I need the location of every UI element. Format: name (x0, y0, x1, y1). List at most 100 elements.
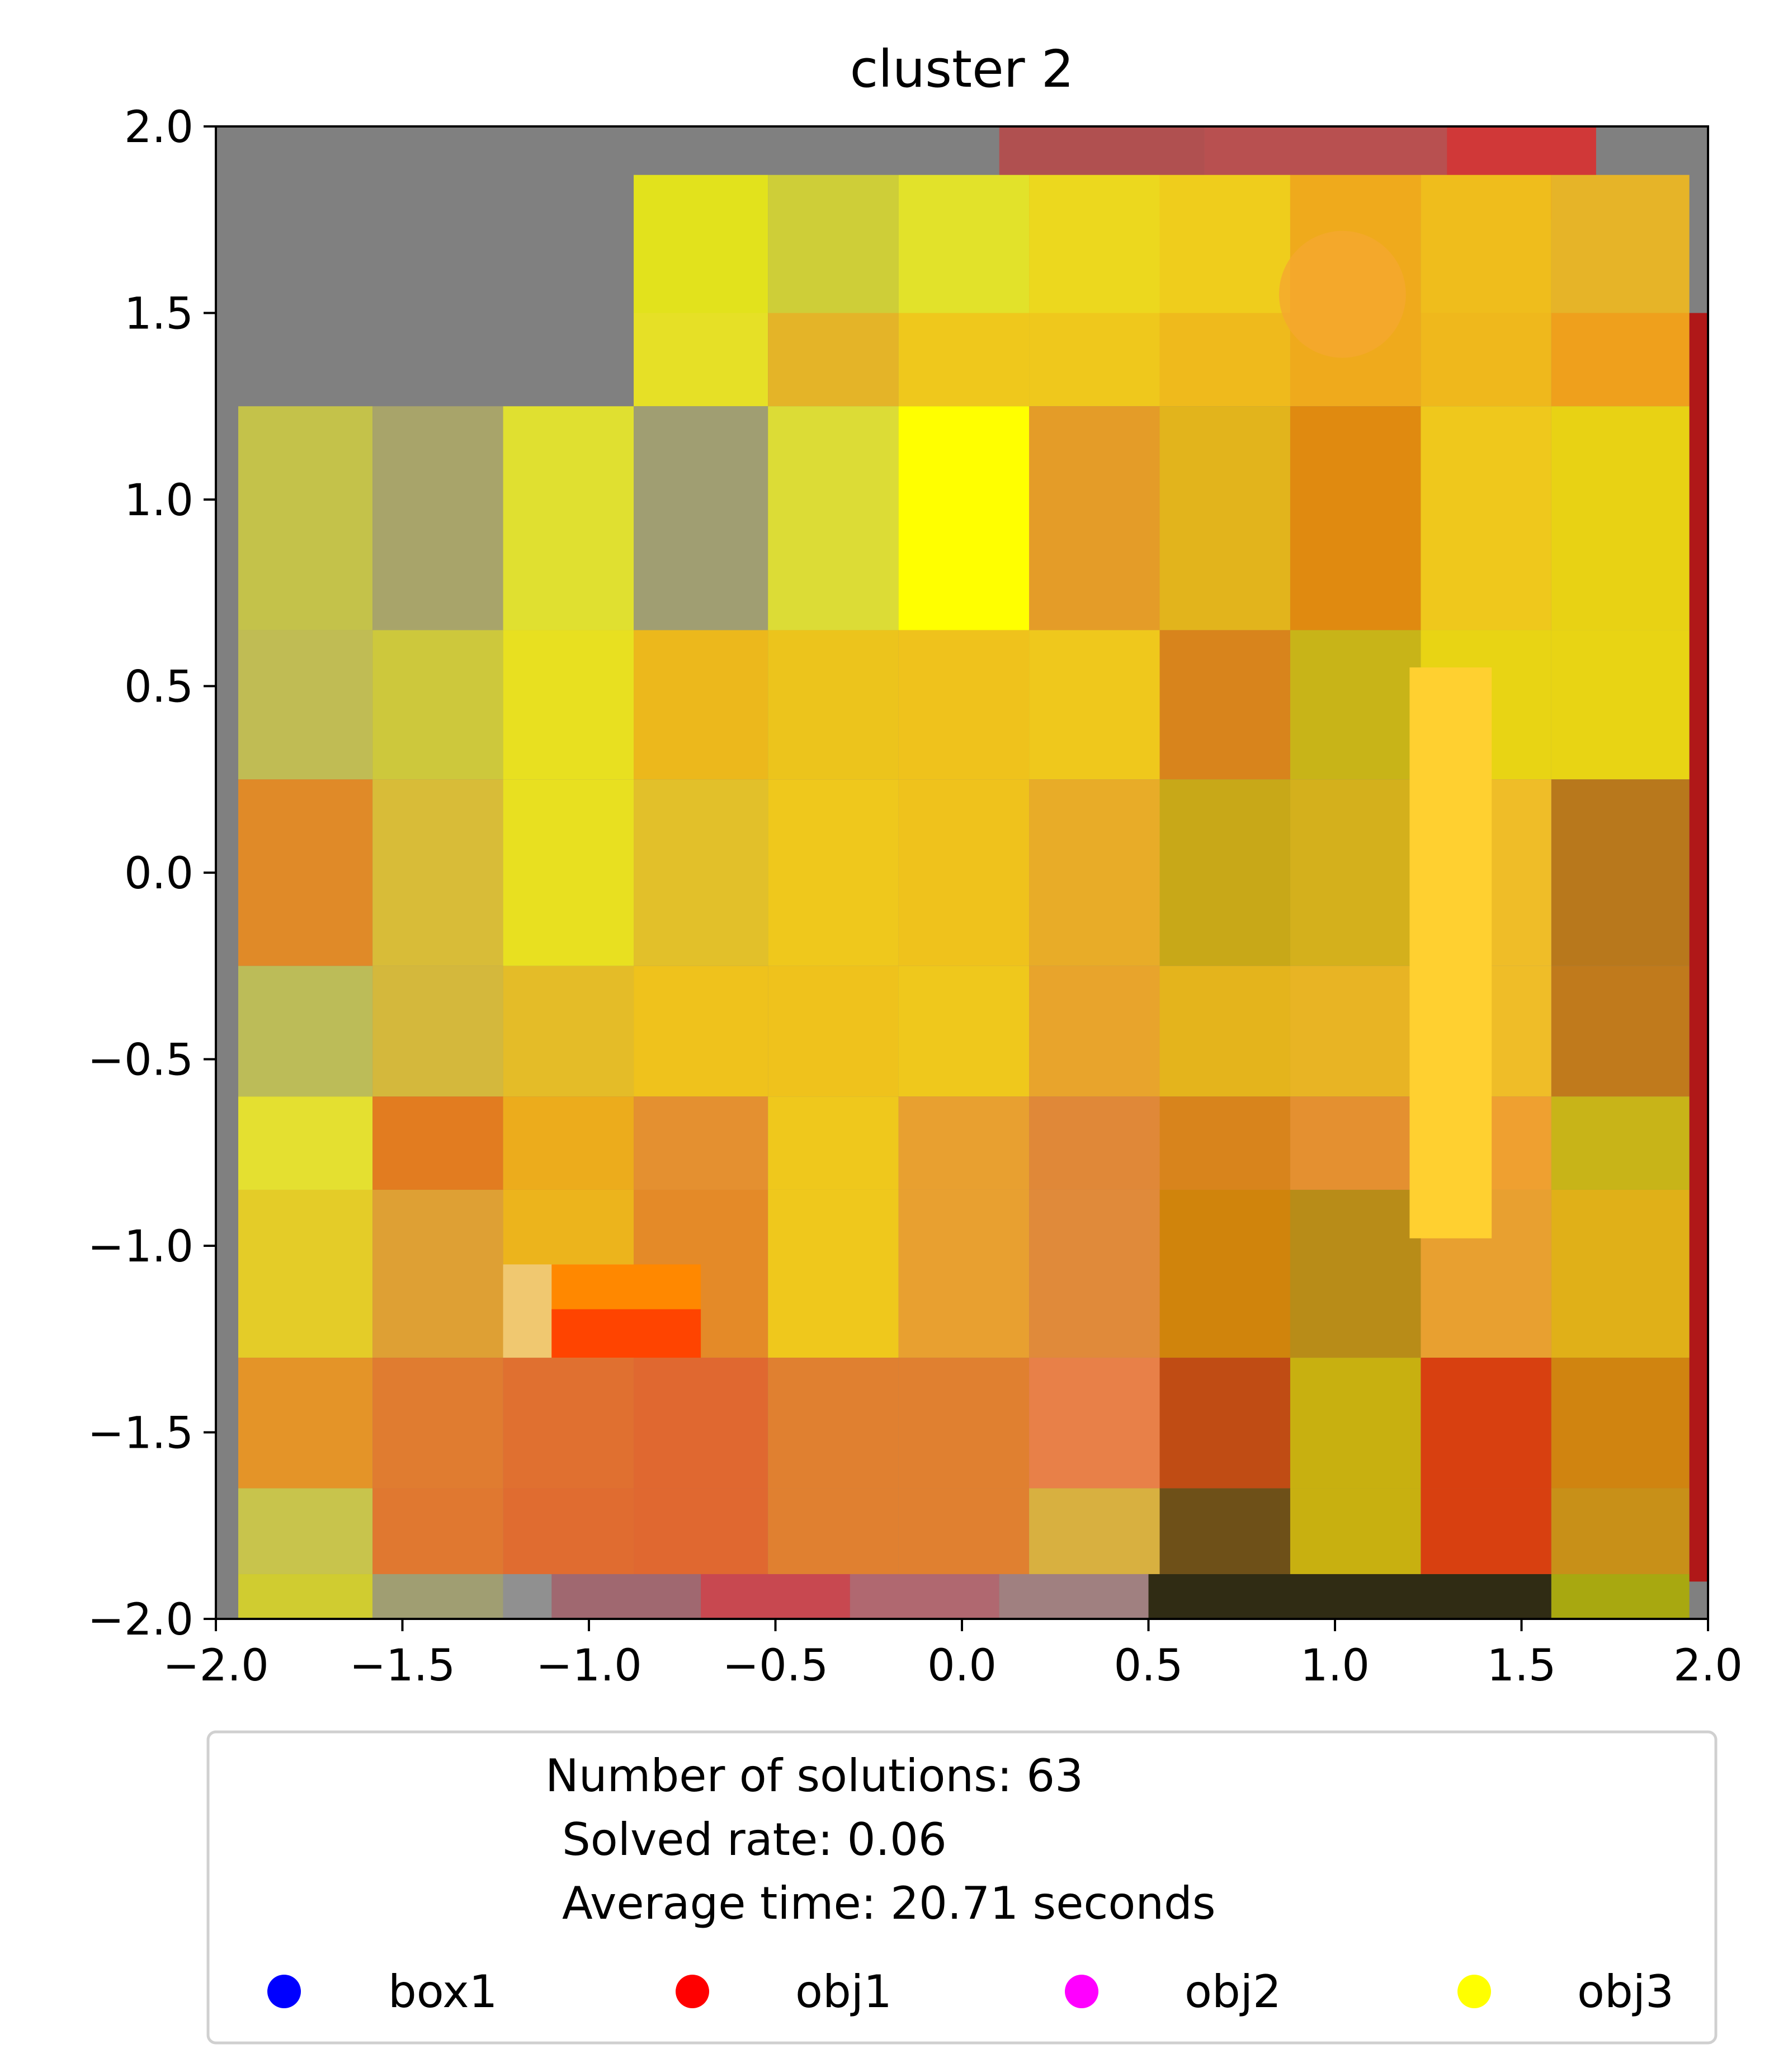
heatmap-cell-20 (372, 406, 503, 630)
y-tick-label-6: −1.0 (88, 1222, 194, 1272)
heatmap-cell-47 (1029, 779, 1160, 966)
heatmap-cell-24 (898, 406, 1030, 630)
heatmap-cell-22 (634, 406, 768, 630)
legend-marker-obj2 (1065, 1975, 1098, 2008)
heatmap-cell-27 (1290, 406, 1421, 630)
legend-marker-obj3 (1457, 1975, 1491, 2008)
heatmap-cell-82 (1290, 1189, 1421, 1358)
heatmap-cell-12 (768, 313, 899, 407)
heatmap-cell-19 (238, 406, 373, 630)
heatmap-cell-67 (768, 1096, 899, 1190)
heatmap-cell-86 (372, 1358, 503, 1489)
heatmap-cell-80 (1029, 1189, 1160, 1358)
heatmap-cell-81 (1159, 1189, 1290, 1358)
heatmap-cell-14 (1029, 313, 1160, 407)
heatmap-cell-93 (1290, 1358, 1421, 1489)
heatmap-cell-99 (634, 1488, 768, 1574)
heatmap-cell-91 (1029, 1358, 1160, 1489)
heatmap-cell-57 (898, 966, 1030, 1097)
legend-label-obj2: obj2 (1185, 1966, 1281, 2018)
heatmap-cell-79 (898, 1189, 1030, 1358)
heatmap-cell-31 (372, 630, 503, 780)
heatmap-cell-3 (634, 175, 768, 313)
heatmap-cell-85 (238, 1358, 373, 1489)
heatmap-cell-105 (1421, 1488, 1551, 1574)
heatmap-cell-15 (1159, 313, 1290, 407)
heatmap-cell-42 (372, 779, 503, 966)
x-tick-label-4: 0.0 (927, 1641, 997, 1691)
heatmap-cell-92 (1159, 1358, 1290, 1489)
y-tick-label-0: 2.0 (124, 102, 194, 153)
heatmap-cell-119 (1409, 667, 1492, 1239)
heatmap-cell-45 (768, 779, 899, 966)
heatmap-cell-26 (1159, 406, 1290, 630)
heatmap-cell-108 (372, 1574, 503, 1619)
y-tick-label-2: 1.0 (124, 475, 194, 526)
x-tick-label-3: −0.5 (723, 1641, 828, 1691)
heatmap-cell-36 (1029, 630, 1160, 780)
heatmap-cell-17 (1421, 313, 1551, 407)
heatmap-cell-106 (1551, 1488, 1690, 1574)
legend-marker-box1 (267, 1975, 301, 2008)
heatmap-cell-41 (238, 779, 373, 966)
x-tick-label-5: 0.5 (1114, 1641, 1183, 1691)
heatmap-cell-56 (768, 966, 899, 1097)
heatmap-cell-11 (634, 313, 768, 407)
heatmap-cell-73 (1551, 1096, 1690, 1190)
legend-line-solutions: Number of solutions: 63 (545, 1750, 1083, 1802)
legend-label-box1: box1 (388, 1966, 498, 2018)
heatmap-cell-74 (238, 1189, 373, 1358)
heatmap-cell-69 (1029, 1096, 1160, 1190)
heatmap-cells (238, 126, 1708, 1619)
heatmap-cell-53 (372, 966, 503, 1097)
heatmap-cell-35 (898, 630, 1030, 780)
heatmap-cell-32 (503, 630, 634, 780)
heatmap-cell-89 (768, 1358, 899, 1489)
heatmap-cell-9 (1421, 175, 1551, 313)
heatmap-cell-70 (1159, 1096, 1290, 1190)
heatmap-cell-109 (503, 1574, 552, 1619)
heatmap-cell-120 (1689, 313, 1708, 1582)
y-tick-label-3: 0.5 (124, 662, 194, 713)
y-axis: 2.0 1.5 1.0 0.5 0.0 −0.5 −1.0 −1.5 −2.0 (88, 102, 216, 1645)
x-tick-label-1: −1.5 (350, 1641, 455, 1691)
heatmap-cell-38 (1290, 630, 1421, 780)
heatmap-cell-95 (1551, 1358, 1690, 1489)
y-tick-label-7: −1.5 (88, 1409, 194, 1459)
chart-title: cluster 2 (850, 39, 1074, 99)
heatmap-cell-23 (768, 406, 899, 630)
legend-label-obj3: obj3 (1577, 1966, 1674, 2018)
heatmap-cell-33 (634, 630, 768, 780)
heatmap-cell-54 (503, 966, 634, 1097)
heatmap-cell-7 (1159, 175, 1290, 313)
legend-marker-obj1 (676, 1975, 709, 2008)
legend-line-average-time: Average time: 20.71 seconds (562, 1877, 1216, 1929)
heatmap-cell-71 (1290, 1096, 1421, 1190)
heatmap-cell-114 (1148, 1574, 1551, 1619)
heatmap-cell-78 (768, 1189, 899, 1358)
heatmap-cell-87 (503, 1358, 634, 1489)
heatmap-cell-29 (1551, 406, 1690, 630)
legend-label-obj1: obj1 (795, 1966, 892, 2018)
heatmap-cell-18 (1551, 313, 1690, 407)
heatmap-cell-43 (503, 779, 634, 966)
heatmap-blob (1279, 230, 1406, 358)
heatmap-cell-97 (372, 1488, 503, 1574)
heatmap-cell-100 (768, 1488, 899, 1574)
heatmap-cell-60 (1290, 966, 1421, 1097)
x-tick-label-6: 1.0 (1300, 1641, 1370, 1691)
heatmap-cell-48 (1159, 779, 1290, 966)
x-tick-label-0: −2.0 (163, 1641, 268, 1691)
heatmap-cell-34 (768, 630, 899, 780)
legend-line-solved-rate: Solved rate: 0.06 (562, 1814, 947, 1866)
heatmap-cell-30 (238, 630, 373, 780)
heatmap-cell-4 (768, 175, 899, 313)
heatmap-cell-104 (1290, 1488, 1421, 1574)
y-tick-label-4: 0.0 (124, 849, 194, 899)
heatmap-cell-6 (1029, 175, 1160, 313)
heatmap-cell-13 (898, 313, 1030, 407)
heatmap-cell-75 (372, 1189, 503, 1358)
heatmap-cell-101 (898, 1488, 1030, 1574)
heatmap-cell-49 (1290, 779, 1421, 966)
